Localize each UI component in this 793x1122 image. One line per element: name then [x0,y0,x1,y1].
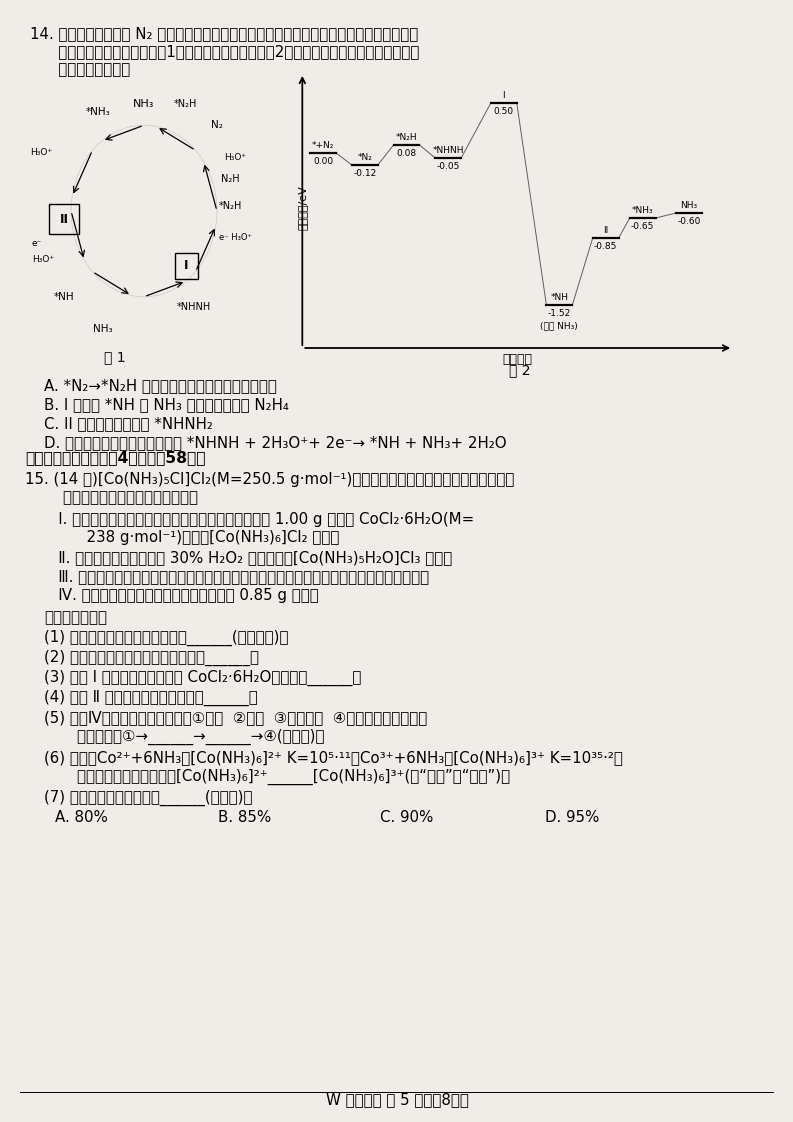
Text: I: I [503,91,505,100]
Text: *+N₂: *+N₂ [312,141,335,150]
Text: C. II 表示的微粒符号是 *NHNH₂: C. II 表示的微粒符号是 *NHNH₂ [44,416,213,431]
Text: 应历程中微粒转化关系如图1，相对能量变化关系如图2，图中＊表示催化劑表面吸附位。: 应历程中微粒转化关系如图1，相对能量变化关系如图2，图中＊表示催化劑表面吸附位。 [44,44,419,59]
Text: C. 90%: C. 90% [380,810,434,825]
Text: 0.08: 0.08 [396,149,416,158]
Text: II: II [603,226,608,234]
Text: -0.65: -0.65 [631,222,654,231]
Text: *NHNH: *NHNH [177,303,211,313]
Text: A. 80%: A. 80% [55,810,108,825]
Text: -0.85: -0.85 [594,242,618,251]
Text: D. 95%: D. 95% [545,810,600,825]
Text: 0.00: 0.00 [313,157,333,166]
Text: (3) 步骤 I 中分批次加入研细的 CoCl₂·6H₂O，原因是______。: (3) 步骤 I 中分批次加入研细的 CoCl₂·6H₂O，原因是______。 [44,670,362,687]
Text: H₃O⁺: H₃O⁺ [30,147,52,157]
Text: 晶体。可通过如下实验步骤制备。: 晶体。可通过如下实验步骤制备。 [44,490,198,505]
Text: *N₂: *N₂ [358,153,372,162]
Text: NH₃: NH₃ [680,201,698,210]
Text: 14. 科研人员利用高压 N₂ 气流将水微滴噴射到涂覆催化劉的石墨网上，研究常温制氨，其反: 14. 科研人员利用高压 N₂ 气流将水微滴噴射到涂覆催化劉的石墨网上，研究常温… [30,26,418,42]
Text: (5) 步骤Ⅳ中使用的洗涘试剑有：①冷水  ②乙醇  ③冷的盐酸  ④丙酮。试剑使用的先: (5) 步骤Ⅳ中使用的洗涘试剑有：①冷水 ②乙醇 ③冷的盐酸 ④丙酮。试剑使用的… [44,710,427,725]
Text: *NH₃: *NH₃ [86,107,111,117]
Text: NH₃: NH₃ [133,99,155,109]
Text: II: II [59,212,69,226]
Text: (1) 本实验涉及靴配合物的配体有______(填化学式)。: (1) 本实验涉及靴配合物的配体有______(填化学式)。 [44,629,289,646]
Text: *NH: *NH [550,293,569,302]
Text: B. I 转化为 *NH 和 NH₃ 的过程中会生成 N₂H₄: B. I 转化为 *NH 和 NH₃ 的过程中会生成 N₂H₄ [44,397,289,412]
Text: 15. (14 分)[Co(NH₃)₅Cl]Cl₂(M=250.5 g·mol⁻¹)是一种易溦于热水，难溦于乙醇的紫红色: 15. (14 分)[Co(NH₃)₅Cl]Cl₂(M=250.5 g·mol⁻… [25,472,515,487]
Text: H₃O⁺: H₃O⁺ [33,255,55,264]
Text: NH₃: NH₃ [93,324,113,334]
Text: -0.12: -0.12 [353,169,377,178]
Text: W 化学试题 第 5 页（共8页）: W 化学试题 第 5 页（共8页） [326,1092,469,1107]
FancyBboxPatch shape [49,204,79,233]
Text: *N₂H: *N₂H [396,134,417,142]
Text: (释放 NH₃): (释放 NH₃) [541,321,578,330]
Text: 图 1: 图 1 [104,350,126,364]
Text: *N₂H: *N₂H [219,201,243,211]
Text: *NH₃: *NH₃ [632,206,653,215]
Text: Ⅰ. 将适量氯化铵溢于浓氨水中，搞拌下，分批次加入 1.00 g 研细的 CoCl₂·6H₂O(M=: Ⅰ. 将适量氯化铵溢于浓氨水中，搞拌下，分批次加入 1.00 g 研细的 CoC… [44,512,474,527]
Text: 0.50: 0.50 [494,107,514,116]
Text: (6) 已知：Co²⁺+6NH₃＝[Co(NH₃)₆]²⁺ K=10⁵·¹¹；Co³⁺+6NH₃＝[Co(NH₃)₆]³⁺ K=10³⁵·²。: (6) 已知：Co²⁺+6NH₃＝[Co(NH₃)₆]²⁺ K=10⁵·¹¹；C… [44,749,623,765]
Text: D. 反应历程中放热最多的反应是 *NHNH + 2H₃O⁺+ 2e⁻→ *NH + NH₃+ 2H₂O: D. 反应历程中放热最多的反应是 *NHNH + 2H₃O⁺+ 2e⁻→ *NH… [44,435,507,450]
Text: 相对能量/eV: 相对能量/eV [297,185,308,230]
Text: 回答下列问题：: 回答下列问题： [44,610,107,625]
Text: 后顺序是：①→______→______→④(填序号)。: 后顺序是：①→______→______→④(填序号)。 [58,729,324,745]
Text: *NHNH: *NHNH [432,146,464,155]
Text: (2) 本实验应在通风橱中进行，原因是______。: (2) 本实验应在通风橱中进行，原因是______。 [44,650,259,666]
Text: -0.05: -0.05 [436,162,460,171]
Text: Ⅳ. 依次用不同试剑洗涘晶体，烘干，得到 0.85 g 产品。: Ⅳ. 依次用不同试剑洗涘晶体，烘干，得到 0.85 g 产品。 [44,588,319,603]
Text: B. 85%: B. 85% [218,810,271,825]
Text: -1.52: -1.52 [548,309,571,318]
Text: Ⅲ. 慢慢注入适量浓盐酸，得到沉淠，水溶加热，冷却至室温，得到紫红色晶体，减压过滤。: Ⅲ. 慢慢注入适量浓盐酸，得到沉淠，水溶加热，冷却至室温，得到紫红色晶体，减压过… [44,569,429,583]
Text: 图 2: 图 2 [509,364,531,377]
Text: 238 g·mol⁻¹)，得到[Co(NH₃)₆]Cl₂ 沉淠。: 238 g·mol⁻¹)，得到[Co(NH₃)₆]Cl₂ 沉淠。 [58,530,339,545]
Text: *N₂H: *N₂H [174,99,197,109]
Text: Ⅱ. 边搞拌边慢慢滴入足量 30% H₂O₂ 溶液，得到[Co(NH₃)₅H₂O]Cl₃ 溶液。: Ⅱ. 边搞拌边慢慢滴入足量 30% H₂O₂ 溶液，得到[Co(NH₃)₅H₂O… [44,550,452,565]
FancyBboxPatch shape [174,252,197,279]
Text: H₃O⁺: H₃O⁺ [224,153,247,162]
Text: 反应历程: 反应历程 [503,353,533,366]
Text: N₂H: N₂H [221,174,240,184]
Text: N₂: N₂ [211,120,223,130]
Text: (7) 本实验的产率最接近于______(填标号)。: (7) 本实验的产率最接近于______(填标号)。 [44,790,252,807]
Text: *NH: *NH [54,292,75,302]
Text: e⁻: e⁻ [32,239,42,248]
Text: -0.60: -0.60 [677,217,701,226]
Text: 二、非选择题：本题共4小题，入58分。: 二、非选择题：本题共4小题，入58分。 [25,450,205,465]
Text: (4) 步骤 Ⅱ 发生反应的离子方程式是______。: (4) 步骤 Ⅱ 发生反应的离子方程式是______。 [44,690,258,706]
Text: 则在水溶液中的稳定性：[Co(NH₃)₆]²⁺______[Co(NH₃)₆]³⁺(填“大于”或“小于”)。: 则在水溶液中的稳定性：[Co(NH₃)₆]²⁺______[Co(NH₃)₆]³… [58,769,510,785]
Text: 下列说法正确的是: 下列说法正确的是 [44,62,130,77]
Text: e⁻ H₃O⁺: e⁻ H₃O⁺ [219,233,251,242]
Text: A. *N₂→*N₂H 过程中发生非极性键的断裂与形成: A. *N₂→*N₂H 过程中发生非极性键的断裂与形成 [44,378,277,393]
Text: I: I [184,259,189,273]
